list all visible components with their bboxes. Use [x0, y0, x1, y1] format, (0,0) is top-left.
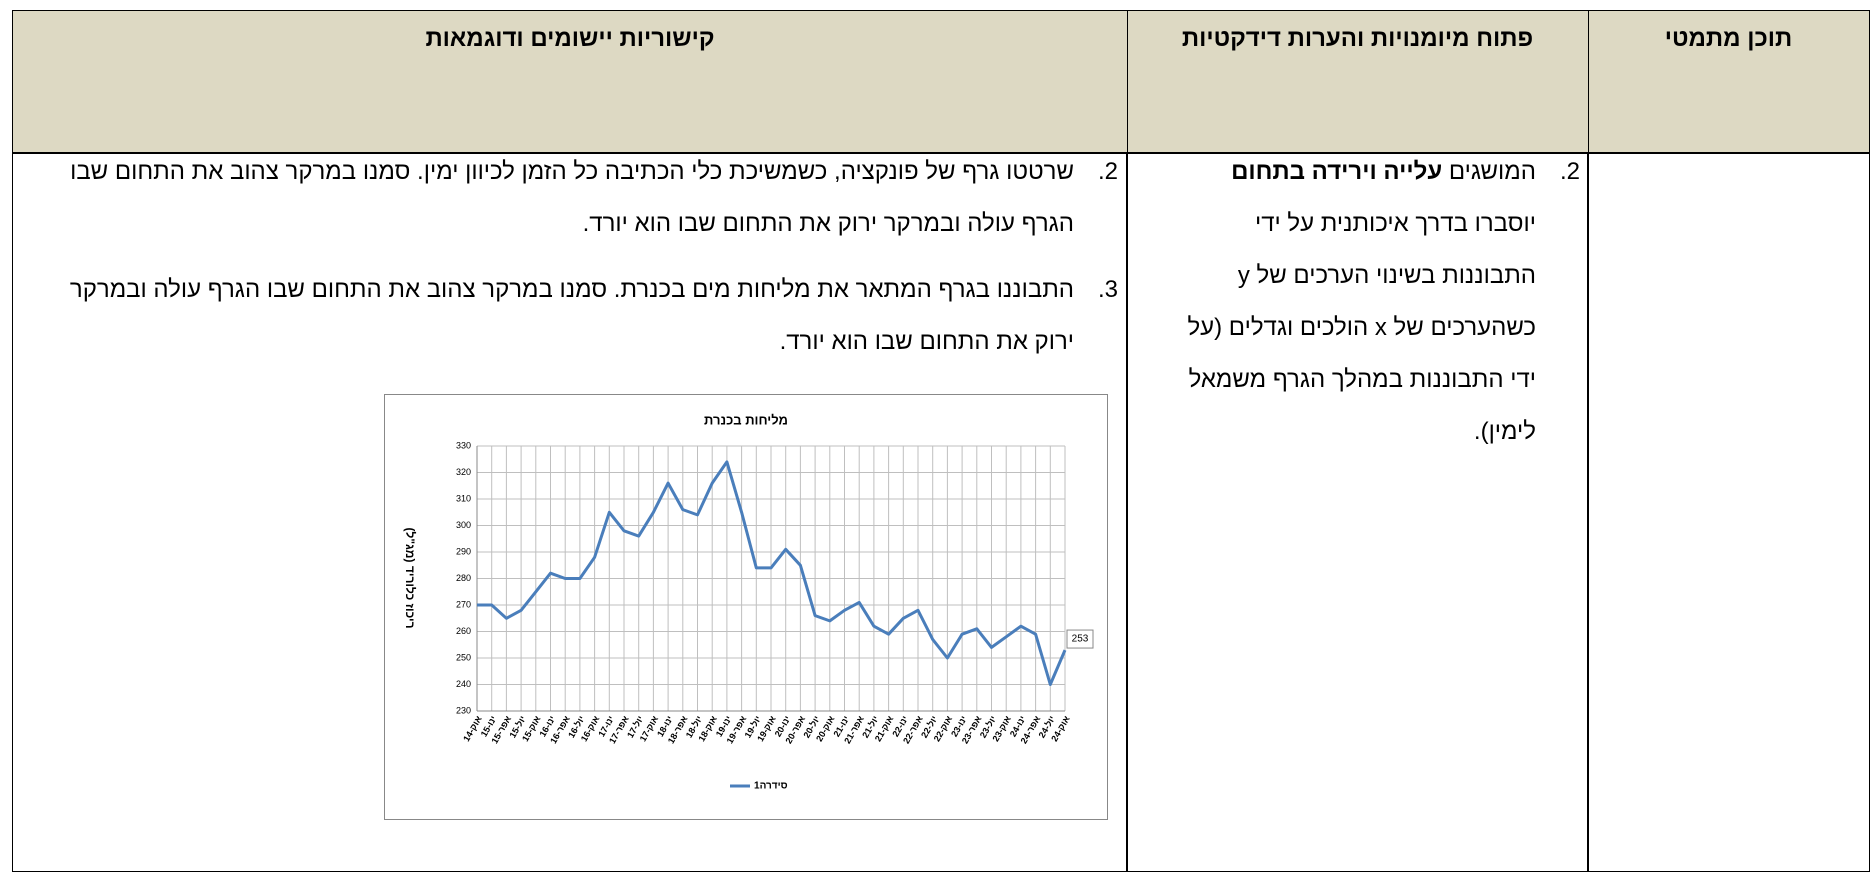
bold-text: עלייה וירידה בתחום: [1231, 158, 1443, 185]
y-tick-label: 290: [456, 546, 471, 556]
application-item: 3. התבוננו בגרף המתאר את מליחות מים בכנר…: [50, 264, 1118, 368]
data-label-box: [1066, 629, 1094, 649]
legend-label: סידרה1: [754, 781, 788, 792]
data-label: 253: [1072, 634, 1089, 645]
skill-item: 2. המושגים עלייה וירידה בתחום יוסברו בדר…: [1180, 146, 1580, 458]
header: קישוריות יישומים ודוגמאות: [425, 25, 715, 52]
y-tick-label: 240: [456, 679, 471, 689]
header-cell: קישוריות יישומים ודוגמאות: [12, 10, 1128, 154]
header: תוכן מתמטי: [1664, 25, 1793, 52]
body-cell: [1587, 152, 1870, 872]
header: פתוח מיומנויות והערות דידקטיות: [1181, 25, 1534, 52]
data-line: [477, 460, 1067, 686]
y-tick-label: 270: [456, 599, 471, 609]
item-text: התבוננו בגרף המתאר את מליחות מים בכנרת. …: [69, 276, 1074, 355]
y-tick-label: 320: [456, 467, 471, 477]
application-item: 2. שרטטו גרף של פונקציה, כשמשיכת כלי הכת…: [50, 146, 1118, 250]
header-cell: פתוח מיומנויות והערות דידקטיות: [1126, 10, 1589, 154]
chart-title: מליחות בכנרת: [704, 412, 788, 427]
y-tick-label: 300: [456, 520, 471, 530]
chart: מליחות בכנרת ריכוז כלוריד (מג"ל) 230 240 2…: [384, 394, 1108, 820]
item-number: 2.: [1097, 158, 1118, 185]
page: תוכן מתמטי פתוח מיומנויות והערות דידקטיו…: [12, 10, 1870, 872]
y-axis-label: ריכוז כלוריד (מג"ל): [403, 527, 417, 628]
y-tick-label: 310: [456, 493, 471, 503]
y-tick-label: 260: [456, 626, 471, 636]
y-tick-label: 330: [456, 440, 471, 450]
y-tick-label: 250: [456, 652, 471, 662]
text: המושגים: [1442, 158, 1536, 185]
item-text: המושגים עלייה וירידה בתחום יוסברו בדרך א…: [1180, 146, 1536, 458]
header-cell: תוכן מתמטי: [1587, 10, 1870, 154]
y-tick-label: 230: [456, 705, 471, 715]
text: יוסברו בדרך איכותנית על ידי התבוננות בשי…: [1187, 210, 1536, 445]
item-number: 2.: [1559, 158, 1580, 185]
item-text: שרטטו גרף של פונקציה, כשמשיכת כלי הכתיבה…: [70, 158, 1074, 237]
item-number: 3.: [1097, 276, 1118, 303]
chart-frame: [384, 394, 1108, 820]
y-tick-label: 280: [456, 573, 471, 583]
